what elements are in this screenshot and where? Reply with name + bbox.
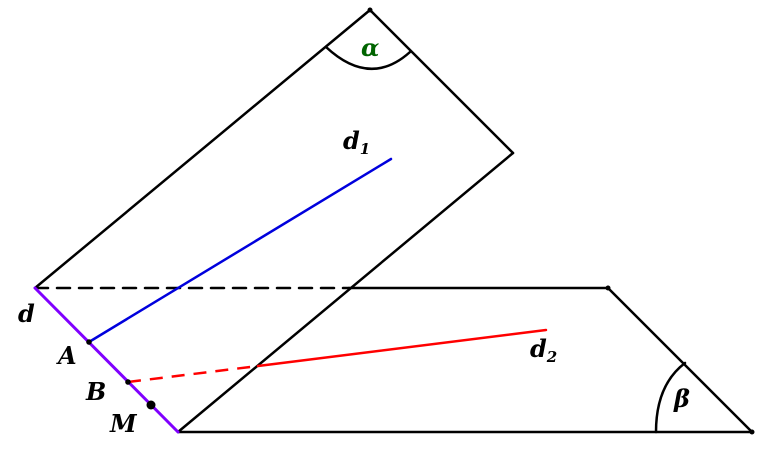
plane-beta-corner-dot <box>749 429 755 435</box>
plane-alpha-right-edge <box>176 151 515 434</box>
plane-alpha-vertex-dot <box>367 7 373 13</box>
label-d1-letter: d <box>343 126 360 155</box>
plane-beta <box>33 285 755 435</box>
label-d2: d2 <box>530 334 557 366</box>
label-alpha: α <box>361 33 379 62</box>
line-d2-hidden-part <box>127 364 259 384</box>
point-a <box>86 339 92 345</box>
label-d: d <box>18 299 35 328</box>
plane-beta-right-edge <box>606 286 754 434</box>
plane-alpha-top-right-edge <box>368 8 515 155</box>
label-d1-subscript: 1 <box>360 140 370 158</box>
point-m <box>146 400 156 410</box>
label-a: A <box>56 341 77 370</box>
alpha-angle-arc <box>324 45 412 71</box>
line-d1 <box>87 157 393 344</box>
label-d2-subscript: 2 <box>546 348 557 366</box>
label-b: B <box>85 377 106 406</box>
point-b <box>125 379 131 385</box>
plane-alpha-top-left-edge <box>33 8 372 290</box>
label-d2-letter: d <box>530 334 547 363</box>
line-d2-visible-part <box>256 328 548 368</box>
plane-alpha <box>33 7 515 434</box>
beta-angle-arc <box>654 361 687 434</box>
plane-beta-vertex-dot <box>605 285 611 291</box>
label-beta: β <box>673 384 690 413</box>
label-m: M <box>109 409 138 438</box>
label-d1: d1 <box>343 126 370 158</box>
line-d <box>33 286 180 434</box>
line-d2 <box>127 328 548 384</box>
